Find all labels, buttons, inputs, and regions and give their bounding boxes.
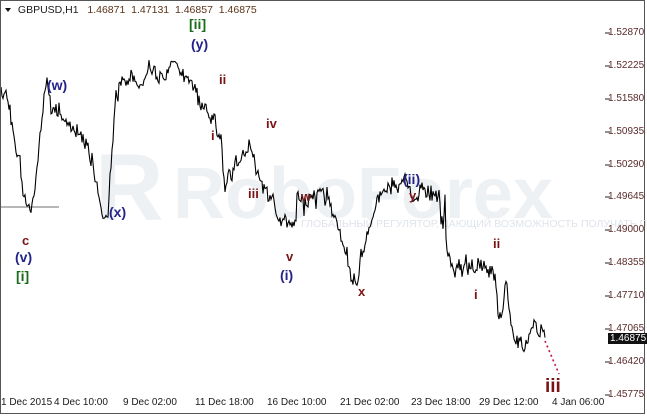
svg-text:R: R [95, 135, 164, 241]
svg-text:ГЛОБАЛЬНЫЙ РЕГУЛЯТОР, ДАЮЩИЙ В: ГЛОБАЛЬНЫЙ РЕГУЛЯТОР, ДАЮЩИЙ ВОЗМОЖНОСТЬ… [301, 217, 646, 230]
